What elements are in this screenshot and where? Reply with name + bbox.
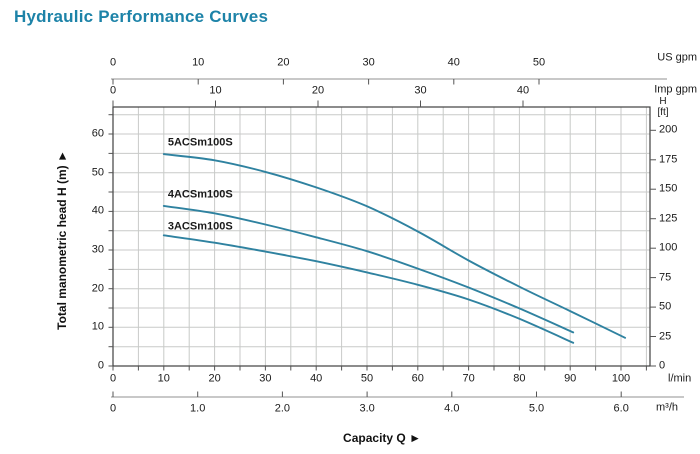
m3h-tick-label: 3.0 [359, 402, 375, 415]
head-ft-tick-label: 75 [659, 271, 672, 284]
m3h-tick-label: 6.0 [613, 402, 629, 415]
head-m-tick-label: 0 [97, 359, 104, 372]
lmin-tick-label: 70 [462, 372, 475, 385]
m3h-tick-label: 1.0 [190, 402, 206, 415]
lmin-unit-label: l/min [668, 372, 692, 385]
curve-label-4ACSm100S: 4ACSm100S [167, 188, 233, 201]
curve-5ACSm100S [162, 153, 627, 339]
m3h-tick-label: 2.0 [274, 402, 291, 415]
head-ft-tick-label: 25 [659, 330, 672, 343]
us-gpm-tick-label: 30 [362, 56, 375, 69]
us-gpm-tick-label: 0 [109, 56, 117, 69]
plot-border [112, 106, 651, 367]
head-ft-tick-label: 0 [659, 359, 666, 372]
us-gpm-tick-label: 50 [532, 56, 546, 69]
y-axis-title: Total manometric head H (m) ► [55, 150, 69, 330]
head-ft-tick-label: 200 [659, 123, 678, 136]
curve-label-3ACSm100S: 3ACSm100S [167, 220, 233, 233]
head-ft-tick-label: 100 [659, 241, 678, 254]
imp-gpm-tick-label: 10 [209, 84, 222, 97]
us-gpm-tick-label: 10 [192, 56, 205, 69]
page-title: Hydraulic Performance Curves [14, 7, 269, 26]
head-ft-tick-label: 150 [659, 182, 678, 195]
imp-gpm-tick-label: 30 [414, 84, 427, 97]
head-m-tick-label: 10 [91, 320, 104, 333]
lmin-tick-label: 0 [109, 372, 117, 385]
us-gpm-unit-label: US gpm [657, 51, 697, 64]
lmin-tick-label: 90 [564, 372, 577, 385]
head-ft-tick-label: 50 [659, 300, 672, 313]
imp-gpm-tick-label: 0 [109, 84, 117, 97]
head-m-tick-label: 40 [91, 204, 104, 217]
head-m-tick-label: 50 [91, 166, 104, 179]
us-gpm-tick-label: 20 [277, 56, 290, 69]
lmin-tick-label: 100 [611, 372, 631, 385]
m3h-unit-label: m³/h [656, 401, 678, 414]
head-m-tick-label: 60 [91, 127, 104, 140]
imp-gpm-tick-label: 40 [516, 84, 530, 97]
curve-3ACSm100S [162, 234, 575, 344]
m3h-tick-label: 4.0 [444, 402, 460, 415]
us-gpm-tick-label: 40 [447, 56, 460, 69]
imp-gpm-unit-label: Imp gpm [654, 83, 697, 96]
head-ft-unit-line1: H [659, 96, 667, 107]
head-ft-tick-label: 175 [659, 153, 678, 166]
m3h-tick-label: 5.0 [528, 402, 545, 415]
m3h-tick-label: 0 [109, 402, 117, 415]
lmin-tick-label: 50 [360, 372, 374, 385]
lmin-tick-label: 20 [208, 372, 221, 385]
head-ft-tick-label: 125 [659, 212, 678, 225]
plot-area [113, 107, 650, 366]
curve-label-5ACSm100S: 5ACSm100S [167, 136, 233, 149]
x-axis-title: Capacity Q ► [343, 431, 421, 445]
lmin-tick-label: 60 [411, 372, 424, 385]
head-m-tick-label: 20 [91, 282, 104, 295]
lmin-tick-label: 30 [259, 372, 272, 385]
imp-gpm-tick-label: 20 [311, 84, 325, 97]
lmin-tick-label: 10 [157, 372, 170, 385]
lmin-tick-label: 40 [310, 372, 323, 385]
lmin-tick-label: 80 [513, 372, 526, 385]
head-ft-unit-line2: [ft] [657, 107, 669, 118]
curve-4ACSm100S [162, 204, 575, 334]
head-m-tick-label: 30 [91, 243, 104, 256]
